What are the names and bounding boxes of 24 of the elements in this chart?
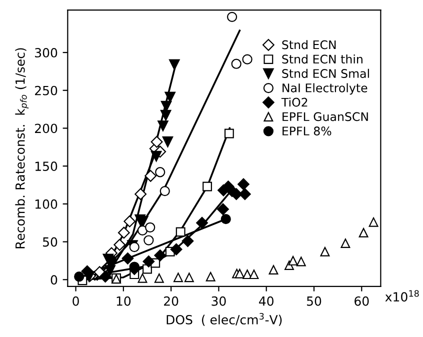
x-tick-label: 50: [307, 296, 322, 306]
x-tick-label: 60: [354, 296, 369, 306]
y-tick-label: 50: [43, 237, 58, 247]
x-tick-label: 20: [164, 296, 178, 306]
x-tick-label: 40: [259, 296, 274, 306]
legend-label: NaI Electrolyte: [282, 83, 368, 95]
x-tick-label: 10: [116, 296, 131, 306]
y-tick-label: 100: [35, 199, 58, 209]
legend-label: EPFL GuanSCN: [282, 112, 368, 122]
y-tick-label: 150: [35, 162, 58, 171]
legend-label: EPFL 8%: [282, 126, 332, 136]
y-tick-label: 300: [35, 48, 58, 58]
legend-label: Stnd ECN: [282, 40, 336, 50]
legend-label: Stnd ECN thin: [282, 54, 362, 64]
y-tick-label: 0: [50, 275, 58, 285]
y-tick-label: 200: [35, 124, 58, 134]
x-tick-label: 30: [212, 296, 226, 306]
y-axis-title: Recomb. Rateconst. k$_{pfo}$ (1/sec): [15, 48, 29, 248]
legend-label: TiO2: [281, 98, 308, 107]
x-tick-label: 0: [72, 296, 79, 306]
x-axis-title: DOS ( elec/cm$^{3}$-V): [166, 312, 282, 326]
legend-label: Stnd ECN Smal: [282, 68, 369, 78]
text: x10$^{18}$: [385, 290, 419, 302]
y-tick-label: 250: [35, 86, 58, 96]
